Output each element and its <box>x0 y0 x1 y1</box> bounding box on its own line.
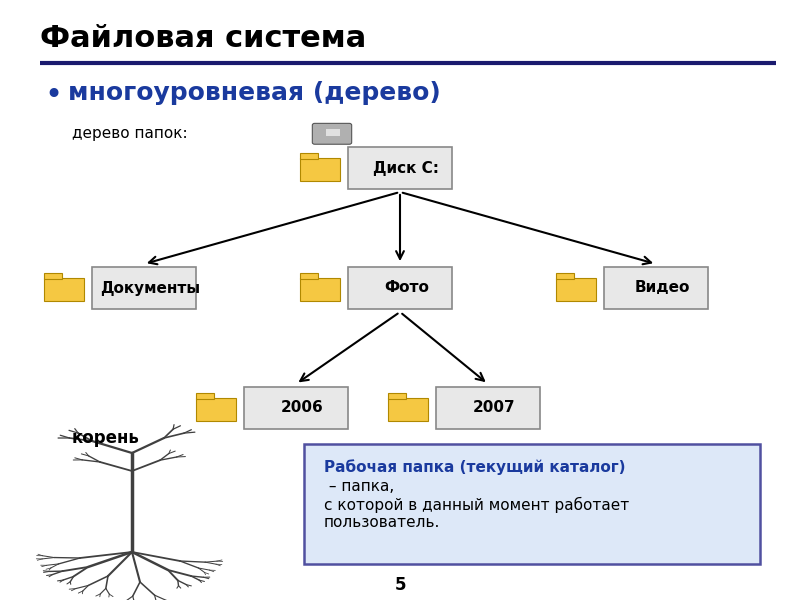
FancyBboxPatch shape <box>44 278 84 301</box>
Text: Диск С:: Диск С: <box>374 160 439 175</box>
FancyBboxPatch shape <box>312 124 352 144</box>
Text: дерево папок:: дерево папок: <box>72 126 188 141</box>
FancyBboxPatch shape <box>92 267 196 309</box>
FancyBboxPatch shape <box>348 267 452 309</box>
FancyBboxPatch shape <box>436 387 540 429</box>
Text: Рабочая папка (текущий каталог): Рабочая папка (текущий каталог) <box>324 459 626 475</box>
FancyBboxPatch shape <box>304 444 760 564</box>
FancyBboxPatch shape <box>300 158 340 181</box>
FancyBboxPatch shape <box>300 273 318 279</box>
Text: – папка,
с которой в данный момент работает
пользователь.: – папка, с которой в данный момент работ… <box>324 479 630 530</box>
Text: многоуровневая (дерево): многоуровневая (дерево) <box>68 81 441 105</box>
Text: Видео: Видео <box>634 280 690 295</box>
Text: 5: 5 <box>394 576 406 594</box>
FancyBboxPatch shape <box>556 278 596 301</box>
FancyBboxPatch shape <box>348 147 452 189</box>
FancyBboxPatch shape <box>388 393 406 399</box>
FancyBboxPatch shape <box>556 273 574 279</box>
FancyBboxPatch shape <box>244 387 348 429</box>
FancyBboxPatch shape <box>44 273 62 279</box>
Text: Файловая система: Файловая система <box>40 24 366 53</box>
FancyBboxPatch shape <box>196 398 236 421</box>
FancyBboxPatch shape <box>300 153 318 159</box>
FancyBboxPatch shape <box>388 398 428 421</box>
Text: Фото: Фото <box>384 280 429 295</box>
FancyBboxPatch shape <box>300 278 340 301</box>
Text: 2006: 2006 <box>281 401 324 415</box>
Text: •: • <box>44 81 62 110</box>
FancyBboxPatch shape <box>326 129 340 136</box>
FancyBboxPatch shape <box>604 267 708 309</box>
Text: 2007: 2007 <box>473 401 516 415</box>
FancyBboxPatch shape <box>196 393 214 399</box>
Text: Документы: Документы <box>100 280 201 295</box>
Text: корень: корень <box>72 429 140 447</box>
